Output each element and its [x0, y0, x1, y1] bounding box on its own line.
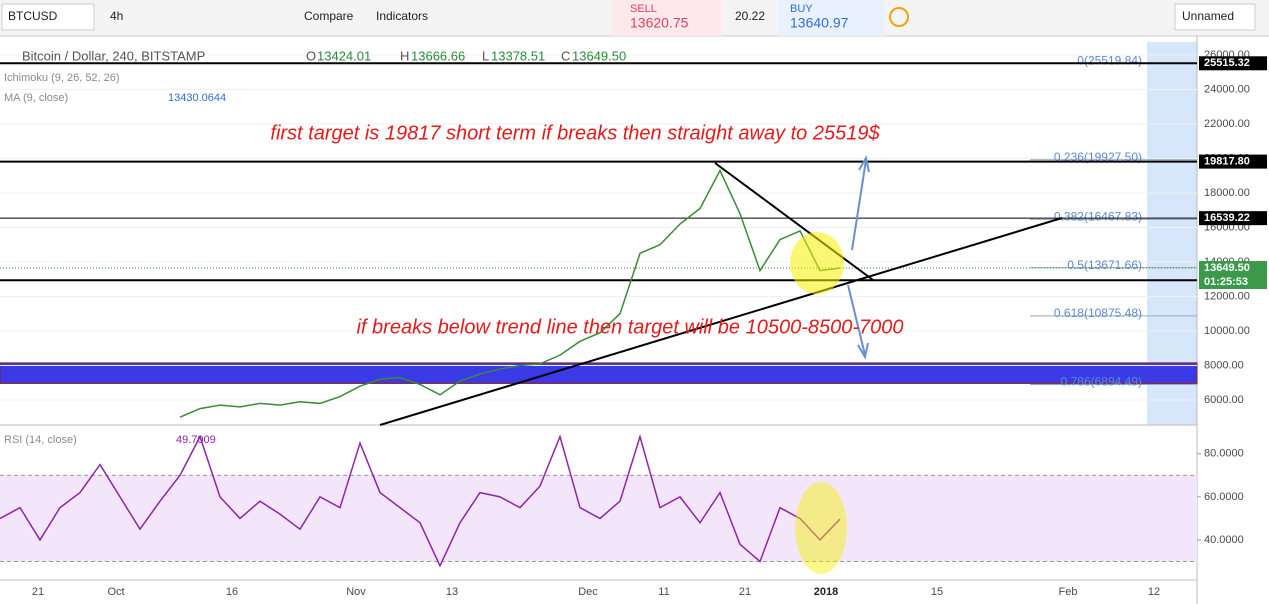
compare-button[interactable]: Compare	[304, 9, 354, 23]
countdown: 01:25:53	[1204, 276, 1248, 288]
level-tag	[1199, 154, 1267, 169]
x-tick-label: 16	[226, 586, 238, 598]
x-tick-label: 13	[446, 586, 458, 598]
y-tick-label: 80.0000	[1204, 448, 1244, 460]
fib-label: 0.618(10875.48)	[1054, 306, 1142, 320]
arrow	[851, 159, 867, 251]
level-label: 19817.80	[1204, 156, 1250, 168]
legend-label: H	[400, 48, 409, 63]
y-tick-label: 60.0000	[1204, 491, 1244, 503]
arrow-head	[857, 342, 869, 360]
indicator-name: MA (9, close)	[4, 92, 68, 104]
indicator-name: Ichimoku (9, 26, 52, 26)	[4, 72, 120, 84]
fib-label: 0.382(16467.83)	[1054, 210, 1142, 224]
x-tick-label: 21	[739, 586, 751, 598]
zone	[0, 362, 1198, 384]
fib-label: 0.786(6894.49)	[1061, 375, 1142, 389]
sell-box[interactable]	[612, 0, 722, 36]
trend-line	[379, 217, 1063, 426]
arrow	[847, 284, 866, 356]
x-tick-label: Oct	[107, 586, 124, 598]
y-tick-label: 40.0000	[1204, 534, 1244, 546]
level-label: 25515.32	[1204, 57, 1250, 69]
x-tick-label: 15	[931, 586, 943, 598]
legend-value: 13666.66	[411, 48, 465, 63]
highlight-circle	[795, 482, 847, 574]
last-price-tag	[1199, 261, 1267, 290]
x-tick-label: 2018	[814, 586, 838, 598]
y-tick-label: 12000.00	[1204, 290, 1250, 302]
price-line	[179, 168, 841, 418]
y-tick-label: 10000.00	[1204, 325, 1250, 337]
indicator-value: 49.7009	[176, 434, 216, 446]
interval[interactable]: 4h	[110, 9, 123, 23]
annotation: first target is 19817 short term if brea…	[270, 122, 880, 144]
sell-price[interactable]: 13620.75	[630, 15, 689, 31]
y-tick-label: 8000.00	[1204, 359, 1244, 371]
legend-label: C	[561, 48, 570, 63]
info-icon[interactable]	[889, 7, 909, 27]
trend-line	[714, 162, 874, 281]
indicator-value: 13430.0644	[168, 92, 226, 104]
layout-name[interactable]: Unnamed	[1182, 9, 1234, 23]
level-label: 16539.22	[1204, 212, 1250, 224]
level-tag	[1199, 56, 1267, 71]
x-tick-label: 21	[32, 586, 44, 598]
symbol[interactable]: BTCUSD	[8, 9, 58, 23]
legend-symbol: Bitcoin / Dollar, 240, BITSTAMP	[22, 48, 205, 63]
highlight-circle	[790, 232, 844, 294]
future-range	[1147, 42, 1197, 425]
legend-label: L	[482, 48, 489, 63]
legend-label: O	[306, 48, 316, 63]
fib-label: 0.236(19927.50)	[1054, 150, 1142, 164]
sell-label[interactable]: SELL	[630, 3, 657, 15]
y-tick-label: 24000.00	[1204, 83, 1250, 95]
indicators-button[interactable]: Indicators	[376, 9, 428, 23]
y-tick-label: 18000.00	[1204, 187, 1250, 199]
indicator-name: RSI (14, close)	[4, 434, 77, 446]
layout-box[interactable]	[1174, 3, 1256, 31]
buy-label[interactable]: BUY	[790, 3, 813, 15]
spread: 20.22	[735, 9, 765, 23]
legend-value: 13424.01	[317, 48, 371, 63]
buy-price[interactable]: 13640.97	[790, 15, 849, 31]
fib-label: 0(25519.84)	[1077, 53, 1142, 67]
legend-value: 13378.51	[491, 48, 545, 63]
buy-box[interactable]	[778, 0, 884, 36]
x-tick-label: Feb	[1059, 586, 1078, 598]
rsi-line	[0, 433, 841, 568]
y-tick-label: 22000.00	[1204, 118, 1250, 130]
x-tick-label: 11	[658, 586, 669, 598]
x-tick-label: Nov	[346, 586, 366, 598]
arrow-head	[858, 155, 870, 173]
y-tick-label: 6000.00	[1204, 394, 1244, 406]
x-tick-label: Dec	[578, 586, 598, 598]
annotation: if breaks below trend line then target w…	[356, 316, 903, 338]
fib-label: 0.5(13671.66)	[1067, 258, 1142, 272]
x-tick-label: 12	[1148, 586, 1160, 598]
symbol-box[interactable]	[1, 3, 95, 31]
level-tag	[1199, 211, 1267, 226]
last-price-label: 13649.50	[1204, 262, 1250, 274]
legend-value: 13649.50	[572, 48, 626, 63]
